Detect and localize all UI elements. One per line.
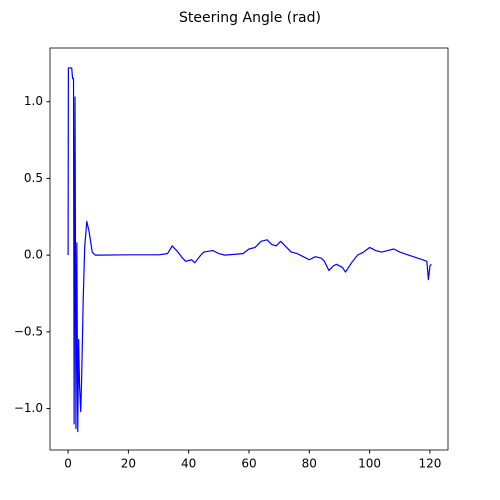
y-tick-label: −1.0 [14,401,43,415]
chart-title: Steering Angle (rad) [179,10,321,26]
y-tick-label: −0.5 [14,324,43,338]
y-tick-label: 0.5 [24,171,43,185]
x-tick-label: 120 [418,457,441,471]
x-tick-label: 100 [358,457,381,471]
x-tick-label: 20 [121,457,136,471]
x-tick-label: 0 [64,457,72,471]
plot-frame [49,47,449,451]
y-tick-label: 1.0 [24,94,43,108]
y-tick-label: 0.0 [24,248,43,262]
line-series [67,67,432,433]
x-tick-label: 80 [302,457,317,471]
x-tick-label: 60 [241,457,256,471]
x-tick-label: 40 [181,457,196,471]
